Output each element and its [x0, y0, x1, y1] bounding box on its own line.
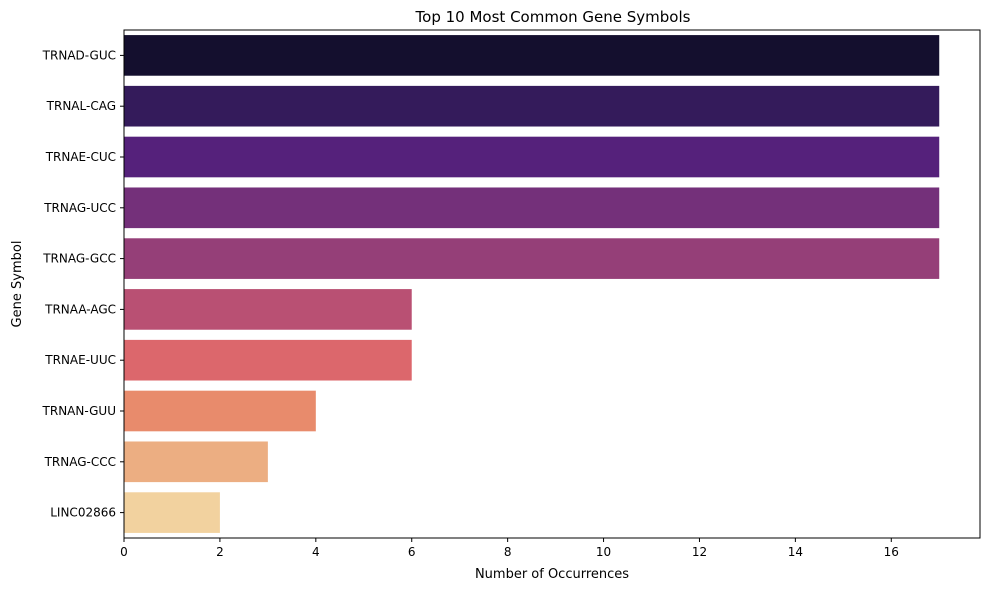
- x-tick-label: 14: [788, 545, 803, 559]
- y-tick-label: TRNAE-CUC: [45, 150, 116, 164]
- bar-trnag-ucc: [124, 187, 940, 229]
- bar-trnaa-agc: [124, 289, 412, 330]
- y-tick-label: TRNAG-CCC: [44, 455, 116, 469]
- x-tick-label: 16: [884, 545, 899, 559]
- bar-trnad-guc: [124, 35, 940, 76]
- y-tick-label: TRNAG-UCC: [43, 201, 116, 215]
- bar-trnan-guu: [124, 390, 316, 432]
- x-tick-label: 6: [408, 545, 416, 559]
- y-tick-label: LINC02866: [50, 506, 116, 520]
- bar-linc02866: [124, 492, 220, 533]
- x-tick-label: 4: [312, 545, 320, 559]
- bars-layer: [124, 35, 940, 533]
- x-tick-label: 8: [504, 545, 512, 559]
- chart-title: Top 10 Most Common Gene Symbols: [415, 8, 691, 26]
- x-axis-label: Number of Occurrences: [475, 567, 629, 582]
- bar-trnae-cuc: [124, 136, 940, 178]
- x-tick-label: 0: [120, 545, 128, 559]
- y-axis-ticks: TRNAD-GUC TRNAL-CAG TRNAE-CUC TRNAG-UCC TRNA…: [42, 48, 124, 520]
- y-tick-label: TRNAE-UUC: [44, 353, 116, 367]
- x-tick-label: 2: [216, 545, 224, 559]
- y-tick-label: TRNAN-GUU: [42, 404, 116, 418]
- bar-trnag-gcc: [124, 238, 940, 279]
- y-axis-label: Gene Symbol: [10, 241, 25, 328]
- y-tick-label: TRNAA-AGC: [44, 302, 116, 316]
- x-tick-label: 12: [692, 545, 707, 559]
- y-tick-label: TRNAD-GUC: [42, 48, 116, 62]
- bar-trnag-ccc: [124, 441, 268, 483]
- y-tick-label: TRNAG-GCC: [42, 252, 116, 266]
- x-axis-ticks: 0 2 4 6 8 10 12 14 16: [120, 538, 899, 559]
- bar-trnae-uuc: [124, 339, 412, 381]
- y-tick-label: TRNAL-CAG: [46, 99, 116, 113]
- bar-trnal-cag: [124, 85, 940, 127]
- plot-frame: [123, 29, 981, 539]
- x-tick-label: 10: [596, 545, 611, 559]
